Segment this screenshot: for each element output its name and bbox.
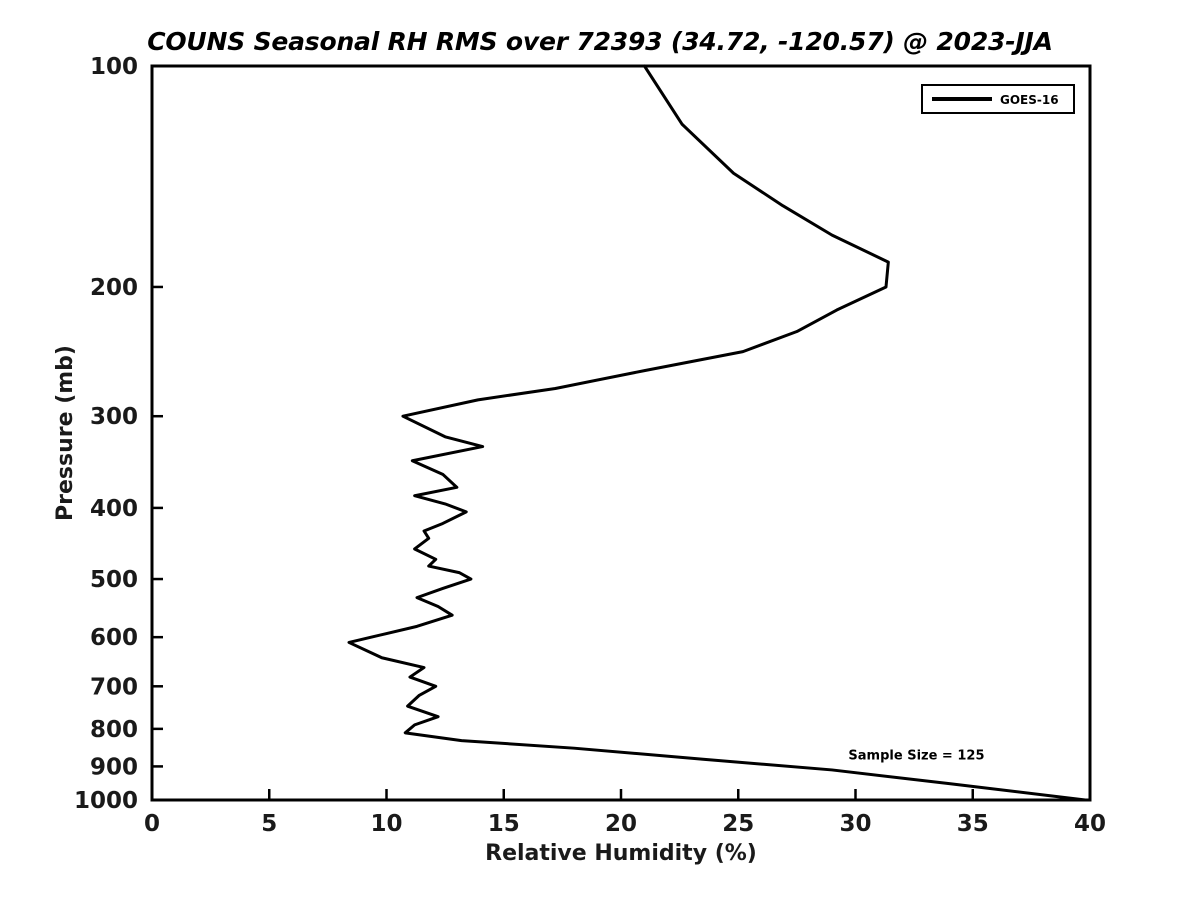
x-tick-label: 5 [261, 811, 277, 837]
x-tick-label: 10 [370, 811, 402, 837]
y-tick-label: 500 [90, 567, 138, 593]
x-tick-label: 0 [144, 811, 160, 837]
data-series-group [347, 64, 1087, 802]
x-tick-label: 30 [839, 811, 871, 837]
y-tick-label: 700 [90, 674, 138, 700]
y-axis-ticks: 100 200 300 400 500 600 700 800 900 1000 [74, 54, 163, 814]
y-tick-label: 600 [90, 625, 138, 651]
chart-title: COUNS Seasonal RH RMS over 72393 (34.72,… [147, 27, 1053, 56]
y-tick-label: 800 [90, 717, 138, 743]
plot-background [152, 66, 1090, 800]
y-tick-label: 400 [90, 496, 138, 522]
x-tick-label: 25 [722, 811, 754, 837]
chart-legend[interactable]: GOES-16 [921, 84, 1075, 114]
y-tick-label: 300 [90, 404, 138, 430]
x-tick-label: 40 [1074, 811, 1106, 837]
y-tick-label: 100 [90, 54, 138, 80]
y-tick-label: 1000 [74, 788, 138, 814]
legend-label-goes16: GOES-16 [1000, 93, 1059, 107]
x-axis-ticks: 0 5 10 15 20 25 30 35 40 [144, 789, 1106, 837]
y-axis-label: Pressure (mb) [53, 345, 78, 521]
x-tick-label: 15 [488, 811, 520, 837]
axis-frame [150, 64, 1092, 802]
x-tick-label: 20 [605, 811, 637, 837]
y-tick-label: 200 [90, 275, 138, 301]
y-tick-label: 900 [90, 754, 138, 780]
series-line-goes-16 [347, 64, 1087, 802]
x-axis-label: Relative Humidity (%) [485, 841, 757, 866]
sample-size-annotation: Sample Size = 125 [848, 748, 984, 763]
x-tick-label: 35 [957, 811, 989, 837]
